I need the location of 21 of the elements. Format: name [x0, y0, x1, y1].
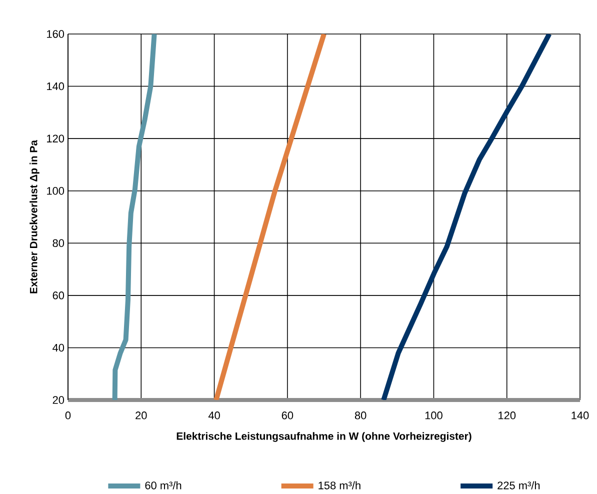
y-tick-label: 20: [52, 396, 64, 404]
x-tick-label: 20: [136, 412, 147, 420]
x-tick-label: 60: [282, 412, 294, 420]
x-tick-label: 80: [354, 412, 366, 420]
y-tick-label: 60: [52, 292, 64, 300]
y-tick-label: 120: [47, 134, 64, 142]
legend-label: 225 m³/h: [498, 481, 540, 490]
y-tick-label: 80: [52, 239, 64, 248]
y-tick-label: 40: [52, 344, 64, 352]
y-tick-label: 160: [47, 30, 64, 38]
y-tick-label: 100: [47, 186, 64, 195]
x-tick-label: 120: [498, 412, 516, 420]
x-tick-label: 40: [208, 412, 220, 420]
x-axis-title: Elektrische Leistungsaufnahme in W (ohne Vorheizregister): [176, 432, 472, 442]
x-tick-label: 0: [65, 412, 71, 420]
legend-label: 158 m³/h: [318, 481, 360, 490]
y-tick-label: 140: [47, 82, 64, 90]
legend-label: 60 m³/h: [145, 481, 182, 490]
x-tick-label: 140: [572, 412, 589, 420]
y-axis-title: Externer Druckverlust Δp in Pa: [30, 140, 40, 294]
x-tick-label: 100: [425, 412, 442, 420]
